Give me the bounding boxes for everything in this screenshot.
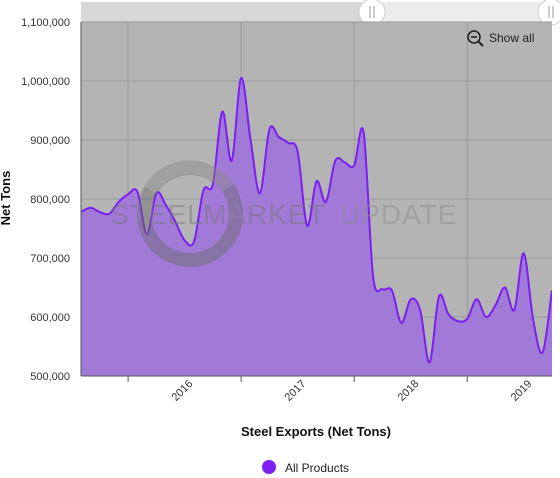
x-axis-ticks: 2016 2017 2018 2019 — [127, 376, 535, 404]
navigator-selected-range[interactable] — [372, 2, 552, 22]
navigator-left-handle[interactable] — [358, 0, 386, 26]
y-axis-ticks: 500,000 600,000 700,000 800,000 900,000 1,000… — [21, 17, 70, 383]
watermark-word-3: UPDATE — [340, 199, 458, 230]
show-all-button[interactable]: Show all — [467, 30, 534, 47]
x-axis-title: Steel Exports (Net Tons) — [241, 424, 391, 439]
x-tick-label: 2017 — [283, 378, 309, 404]
watermark-word-1: STEEL — [110, 199, 204, 230]
legend[interactable]: All Products — [262, 460, 349, 475]
legend-marker-all-products[interactable] — [262, 460, 276, 474]
y-tick-label: 600,000 — [30, 312, 70, 324]
y-tick-label: 700,000 — [30, 253, 70, 265]
x-tick-label: 2018 — [396, 378, 422, 404]
legend-label-all-products[interactable]: All Products — [285, 461, 349, 475]
y-tick-label: 900,000 — [30, 135, 70, 147]
watermark-word-2: MARKET — [203, 199, 326, 230]
zoom-out-icon[interactable] — [467, 30, 484, 47]
y-tick-label: 800,000 — [30, 194, 70, 206]
show-all-label[interactable]: Show all — [489, 31, 534, 45]
x-tick-label: 2016 — [170, 378, 196, 404]
watermark-logo: STEEL MARKET UPDATE — [110, 160, 458, 267]
series-area-all-products — [81, 77, 552, 376]
range-navigator[interactable] — [81, 0, 560, 26]
y-tick-label: 500,000 — [30, 371, 70, 383]
navigator-right-handle[interactable] — [537, 0, 560, 26]
y-axis-title: Net Tons — [0, 171, 13, 226]
x-tick-label: 2019 — [509, 378, 535, 404]
y-tick-label: 1,000,000 — [21, 76, 70, 88]
y-tick-label: 1,100,000 — [21, 17, 70, 29]
series-line-all-products[interactable] — [81, 77, 552, 364]
